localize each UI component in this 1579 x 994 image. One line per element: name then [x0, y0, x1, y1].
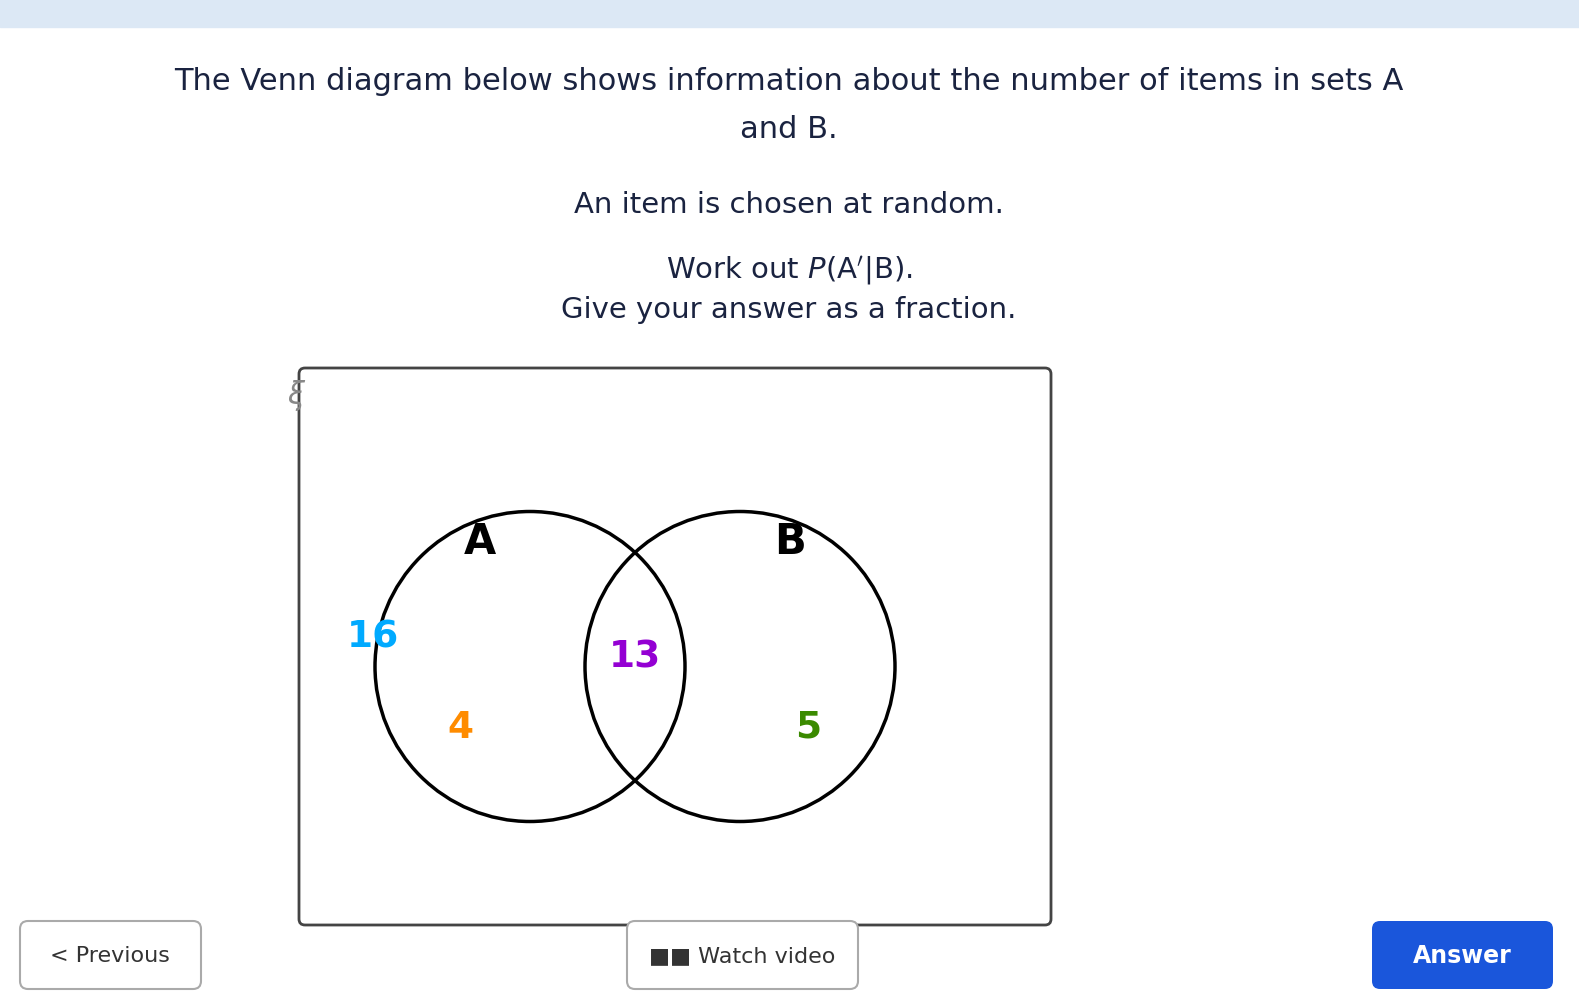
Text: A: A — [464, 521, 496, 563]
Bar — [0, 0, 1579, 28]
Text: 4: 4 — [447, 709, 474, 745]
Text: ■■ Watch video: ■■ Watch video — [649, 945, 835, 965]
Text: B: B — [774, 521, 805, 563]
FancyBboxPatch shape — [21, 921, 201, 989]
Text: 13: 13 — [609, 639, 662, 675]
FancyBboxPatch shape — [627, 921, 857, 989]
Text: ξ: ξ — [287, 380, 305, 411]
Text: Work out $P(\mathrm{A^{\prime}}|\mathrm{B})$.: Work out $P(\mathrm{A^{\prime}}|\mathrm{… — [666, 253, 913, 286]
Text: < Previous: < Previous — [51, 945, 171, 965]
Text: An item is chosen at random.: An item is chosen at random. — [575, 191, 1004, 219]
Text: Give your answer as a fraction.: Give your answer as a fraction. — [561, 295, 1017, 324]
FancyBboxPatch shape — [298, 369, 1052, 925]
Text: 16: 16 — [347, 619, 399, 655]
Text: Answer: Answer — [1413, 943, 1511, 967]
Text: and B.: and B. — [741, 115, 838, 144]
Text: The Venn diagram below shows information about the number of items in sets A: The Venn diagram below shows information… — [174, 68, 1404, 96]
Text: 5: 5 — [794, 709, 821, 745]
FancyBboxPatch shape — [1372, 921, 1554, 989]
